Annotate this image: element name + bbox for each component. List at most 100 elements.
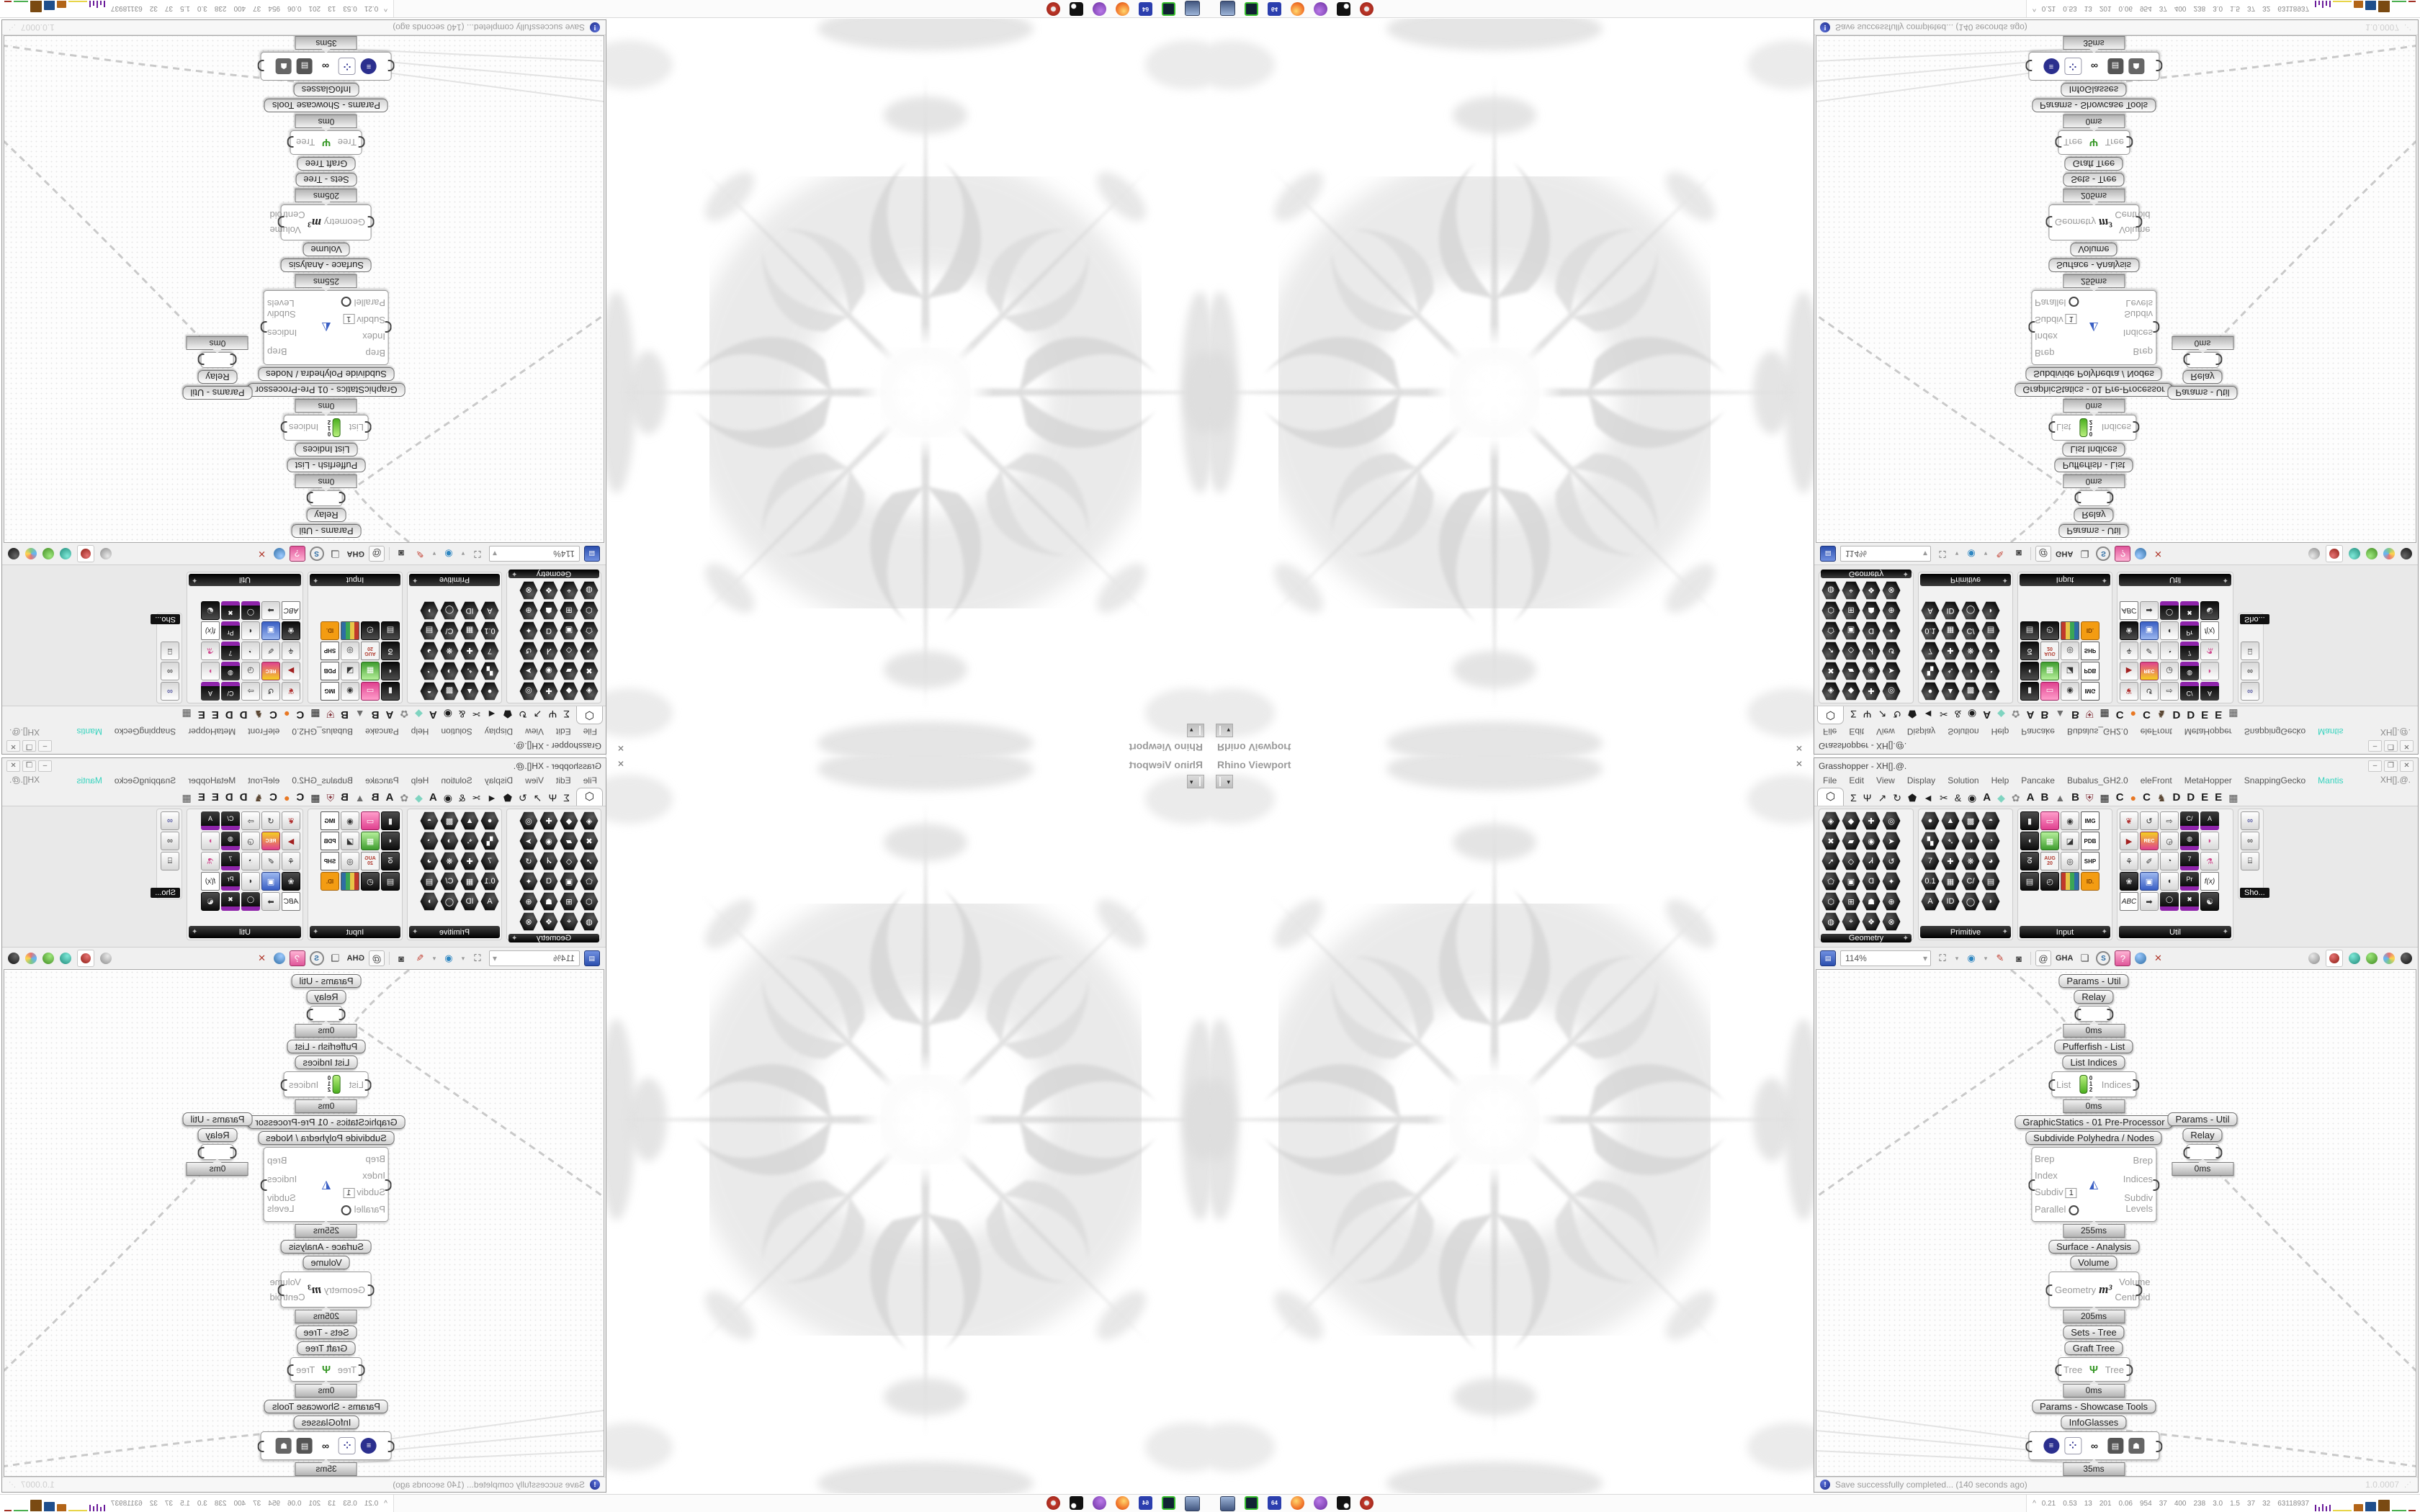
component-icon[interactable]: Ꮧ	[1862, 642, 1881, 660]
component-icon[interactable]: ◪	[2061, 662, 2079, 680]
component-icon[interactable]: ◖	[381, 662, 400, 680]
menu-item[interactable]: Bubalus_GH2.0	[292, 726, 354, 737]
component-icon[interactable]: ◉	[2061, 811, 2079, 830]
component-icon[interactable]: 7	[1921, 642, 1940, 660]
taskbar-app-icon[interactable]	[1245, 2, 1258, 16]
panel-tab-util[interactable]: Util ✦	[189, 574, 301, 586]
preview-toolbar-icon[interactable]	[77, 545, 94, 562]
component-tab-icon[interactable]: A	[1983, 791, 1991, 804]
component-tab-icon[interactable]: ↻	[519, 708, 527, 720]
node-label[interactable]: InfoGlasses	[293, 1416, 359, 1429]
component-icon[interactable]: ABC	[282, 892, 300, 911]
component-icon[interactable]: ◎	[2061, 852, 2079, 870]
component-tab-icon[interactable]: ♞	[254, 792, 264, 804]
component-icon[interactable]: ⌖	[1842, 912, 1860, 931]
component-icon[interactable]: ◑	[440, 832, 459, 850]
component-icon[interactable]: ▦	[2040, 662, 2059, 680]
taskbar-app-icon[interactable]	[1314, 2, 1327, 16]
component-icon[interactable]: ⊗	[519, 912, 538, 931]
component-tab-icon[interactable]: E	[2201, 791, 2209, 804]
component-tab-icon[interactable]: ◄	[487, 792, 497, 804]
component-tab-icon[interactable]: E	[2215, 708, 2223, 721]
toolbar-icon[interactable]: ◙	[2016, 548, 2022, 559]
parallel-toggle[interactable]	[2069, 297, 2079, 307]
component-icon[interactable]: ⌸	[161, 642, 179, 660]
toolbar-icon[interactable]: S	[2096, 951, 2111, 966]
component-icon[interactable]: ABC	[2120, 892, 2138, 911]
component-icon[interactable]: ✚	[1862, 682, 1881, 701]
component-icon[interactable]: ➚	[580, 852, 599, 870]
component-icon[interactable]: ◎	[519, 811, 538, 830]
component-tab-icon[interactable]: ●	[2130, 708, 2137, 720]
component-icon[interactable]: ◔	[420, 832, 439, 850]
component-tab-icon[interactable]: D	[2172, 708, 2181, 721]
panel-tab-input[interactable]: Input ✦	[310, 574, 400, 586]
component-icon[interactable]: ▩	[440, 811, 459, 830]
component-icon[interactable]: ↺	[2140, 811, 2159, 830]
menu-item[interactable]: Bubalus_GH2.0	[2066, 775, 2128, 786]
component-tab-icon[interactable]: ◆	[415, 792, 423, 804]
component-icon[interactable]: ◯	[241, 892, 260, 911]
toolbar-icon[interactable]: ❏	[2080, 953, 2089, 963]
component-icon[interactable]: ▤	[2020, 621, 2039, 640]
component-tab-icon[interactable]: A	[385, 708, 394, 721]
minimize-button[interactable]: –	[2368, 760, 2382, 772]
component-icon[interactable]: ●	[1921, 682, 1940, 701]
rhino-viewport-dropdown[interactable]: ▾	[1216, 775, 1233, 788]
component-icon[interactable]: f(x)	[2200, 872, 2219, 891]
component-tab-icon[interactable]: &	[1954, 792, 1962, 804]
component-icon[interactable]: ⇨	[2160, 682, 2179, 701]
component-tab-icon[interactable]: ●	[2130, 792, 2137, 804]
component-tab-icon[interactable]: ▲	[2055, 708, 2066, 720]
component-icon[interactable]: ⌸	[2241, 642, 2259, 660]
component-icon[interactable]: ▶	[282, 832, 300, 850]
component-tab-icon[interactable]: ▦	[2099, 708, 2110, 720]
component-icon[interactable]: ◓	[420, 682, 439, 701]
component-icon[interactable]: ❖	[539, 581, 558, 600]
node-label[interactable]: Relay	[306, 508, 346, 522]
component-icon[interactable]: ◇	[560, 642, 578, 660]
component-tab-icon[interactable]: ▦	[182, 792, 192, 804]
component-icon[interactable]: ᘔ	[381, 852, 400, 870]
component-icon[interactable]: ↺	[1882, 852, 1901, 870]
component-icon[interactable]: ⊕	[519, 892, 538, 911]
component-icon[interactable]: ◍	[580, 912, 599, 931]
preview-toolbar-icon[interactable]	[2308, 548, 2320, 559]
component-icon[interactable]: ✖	[2180, 892, 2199, 911]
component-icon[interactable]: ∞	[2241, 662, 2259, 680]
component-icon[interactable]: ✚	[460, 642, 479, 660]
component-tab-icon[interactable]: ⬟	[1907, 792, 1917, 804]
component-icon[interactable]: ◑	[1961, 832, 1980, 850]
component-icon[interactable]: ◉	[2061, 682, 2079, 701]
toolbar-icon[interactable]: @	[369, 950, 385, 966]
group-label[interactable]: Pufferfish - List	[2054, 459, 2133, 472]
component-icon[interactable]: ◔	[2160, 852, 2179, 870]
infoglasses-node[interactable]: ≡ ⁘ ∞ ▤ ☗	[2025, 52, 2162, 81]
component-icon[interactable]: 0.1	[1921, 872, 1940, 891]
component-tab-icon[interactable]: E	[2215, 791, 2223, 804]
chevron-up-icon[interactable]: ^	[2033, 4, 2036, 12]
component-tab-icon[interactable]: C	[269, 708, 277, 721]
menu-item[interactable]: Help	[411, 726, 429, 737]
component-icon[interactable]: ⬡	[580, 892, 599, 911]
component-icon[interactable]: ◶	[2160, 662, 2179, 680]
toolbar-icon[interactable]: ▾	[432, 954, 436, 962]
taskbar-app-icon[interactable]	[1047, 1496, 1060, 1510]
menu-item[interactable]: View	[1876, 726, 1895, 737]
toolbar-icon[interactable]: ❏	[2080, 549, 2089, 559]
toolbar-icon[interactable]: ▤	[1820, 546, 1836, 562]
group-label[interactable]: GraphicStatics - 01 Pre-Processor	[247, 383, 405, 397]
toolbar-icon[interactable]: ⛶	[1939, 549, 1946, 559]
menu-item[interactable]: Edit	[555, 775, 571, 786]
preview-toolbar-icon[interactable]	[100, 548, 112, 559]
component-icon[interactable]: ❦	[2120, 682, 2138, 701]
component-icon[interactable]: ✚	[1941, 852, 1960, 870]
component-icon[interactable]: SHP	[321, 852, 339, 870]
component-icon[interactable]: ▚	[480, 832, 499, 850]
chevron-up-icon[interactable]: ^	[384, 1500, 387, 1508]
menu-item[interactable]: Edit	[555, 726, 571, 737]
node-label[interactable]: Graft Tree	[2064, 1341, 2123, 1355]
taskbar-app-icon[interactable]	[1070, 2, 1083, 16]
graft-tree-node[interactable]: Tree Ψ Tree	[2054, 130, 2133, 155]
component-icon[interactable]: ☯	[201, 892, 220, 911]
